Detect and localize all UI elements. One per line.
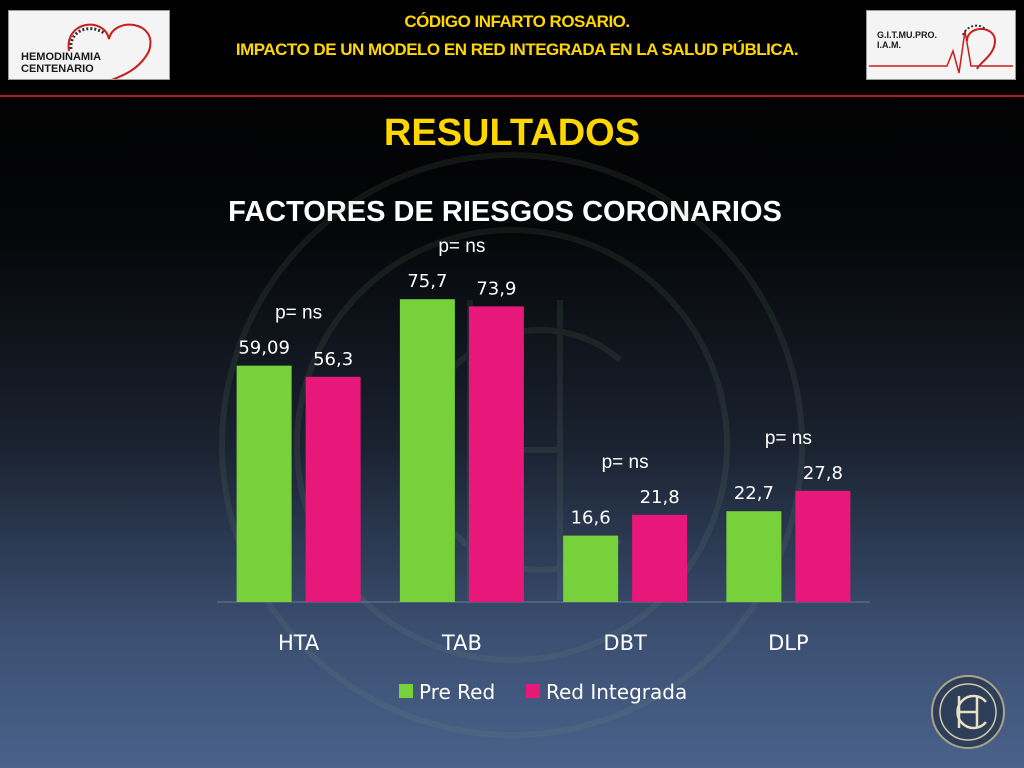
legend-pre-red-swatch <box>399 684 413 698</box>
data-label: 73,9 <box>476 278 516 299</box>
data-label: 59,09 <box>238 338 290 359</box>
heart-logo-icon <box>67 23 152 79</box>
legend-pre-red-label: Pre Red <box>419 680 495 704</box>
header-bar <box>0 0 1024 96</box>
header-title-line1: CÓDIGO INFARTO ROSARIO. <box>404 12 630 31</box>
data-label: 22,7 <box>734 483 774 504</box>
section-title: RESULTADOS <box>383 112 641 154</box>
category-label-dlp: DLP <box>768 631 809 655</box>
category-label-tab: TAB <box>441 631 482 655</box>
bar-dbt-red-integrada <box>632 514 688 602</box>
bar-dlp-pre-red <box>726 511 782 602</box>
hemodinamia-logo: HEMODINAMIA CENTENARIO <box>8 10 170 80</box>
bar-hta-pre-red <box>236 365 292 602</box>
legend-red-integrada-label: Red Integrada <box>546 680 687 704</box>
data-label: 56,3 <box>313 349 353 370</box>
bar-hta-red-integrada <box>305 376 361 602</box>
bar-dbt-pre-red <box>563 535 619 602</box>
legend-red-integrada-swatch <box>526 684 540 698</box>
p-value-annotation: p= ns <box>765 428 812 449</box>
data-label: 27,8 <box>803 463 843 484</box>
ecg-heart-icon <box>869 24 1013 74</box>
bar-tab-red-integrada <box>468 306 524 602</box>
watermark-emblem <box>219 152 805 738</box>
bar-tab-pre-red <box>399 299 455 602</box>
p-value-annotation: p= ns <box>438 236 485 257</box>
data-label: 16,6 <box>571 508 611 529</box>
gitmupro-logo: G.I.T.MU.PRO. I.A.M. <box>866 10 1016 80</box>
category-label-dbt: DBT <box>603 631 647 655</box>
p-value-annotation: p= ns <box>275 303 322 324</box>
bar-dlp-red-integrada <box>795 490 851 602</box>
category-label-hta: HTA <box>278 631 320 655</box>
chart-title: FACTORES DE RIESGOS CORONARIOS <box>228 196 782 228</box>
data-label: 75,7 <box>407 271 447 292</box>
p-value-annotation: p= ns <box>602 452 649 473</box>
hc-emblem-icon <box>931 675 1005 749</box>
logo-right-text: G.I.T.MU.PRO. I.A.M. <box>877 30 938 50</box>
logo-left-text: HEMODINAMIA CENTENARIO <box>21 51 101 76</box>
data-label: 21,8 <box>640 487 680 508</box>
header-title-line2: IMPACTO DE UN MODELO EN RED INTEGRADA EN… <box>235 40 799 59</box>
header-divider <box>0 95 1024 97</box>
